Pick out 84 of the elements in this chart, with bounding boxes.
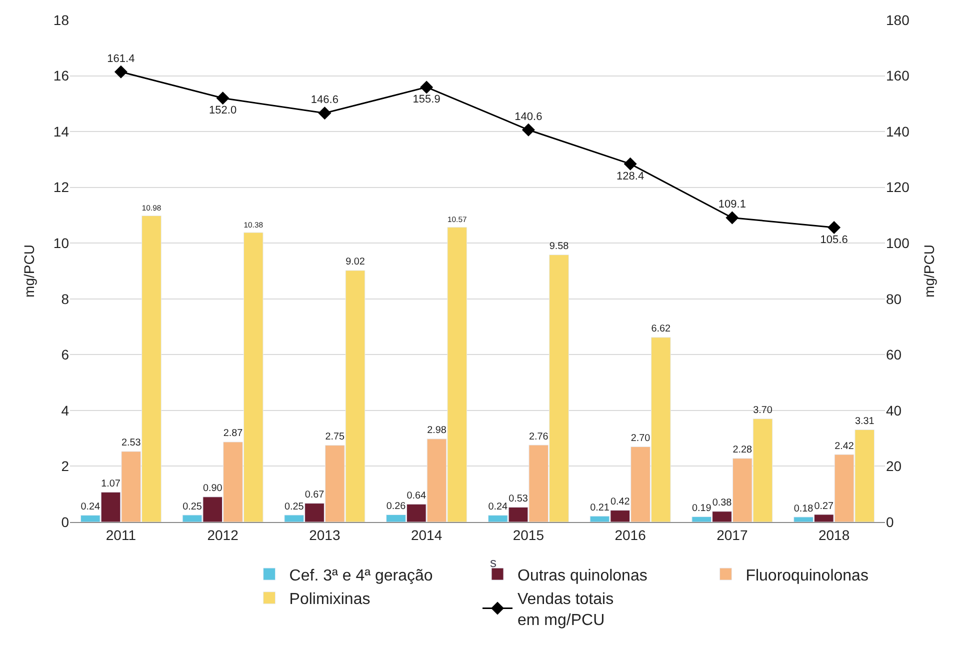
point xyxy=(114,65,128,78)
y-tick-label: 14 xyxy=(53,123,70,140)
data-label: 10.57 xyxy=(447,215,467,224)
data-label: 155.9 xyxy=(412,94,440,106)
data-label: 0.25 xyxy=(284,501,304,512)
data-label: 2.75 xyxy=(325,432,346,443)
text: s xyxy=(490,555,497,570)
y2-tick-label: 180 xyxy=(886,12,910,28)
data-label: 2.76 xyxy=(528,431,549,442)
data-label: 0.90 xyxy=(202,483,223,494)
point xyxy=(216,92,230,105)
data-label: 1.07 xyxy=(101,478,121,490)
y2-tick-label: 40 xyxy=(886,402,902,418)
data-label: 0.42 xyxy=(610,496,630,508)
data-label: 2.70 xyxy=(630,432,651,444)
y2-tick-label: 0 xyxy=(886,514,894,530)
legend-label: Polimixinas xyxy=(289,591,370,608)
data-label: 161.4 xyxy=(107,52,135,65)
data-label: 0.24 xyxy=(488,502,508,513)
y-tick-label: 2 xyxy=(61,458,70,474)
y-tick-label: 0 xyxy=(61,514,70,530)
x-tick-label: 2012 xyxy=(207,526,239,543)
data-label: 0.53 xyxy=(508,494,528,505)
y-tick-label: 16 xyxy=(53,68,70,84)
data-label: 128.4 xyxy=(616,170,644,182)
data-label: 2.42 xyxy=(834,440,854,452)
y-tick-label: 8 xyxy=(61,290,70,307)
y2-tick-label: 140 xyxy=(886,123,910,140)
data-label: 10.38 xyxy=(244,220,264,230)
point xyxy=(420,80,434,94)
data-label: 10.98 xyxy=(142,204,162,213)
x-tick-label: 2016 xyxy=(614,526,646,543)
data-label: 0.18 xyxy=(794,503,814,514)
data-label: 0.26 xyxy=(386,501,406,512)
y2-axis-title: mg/PCU xyxy=(920,244,937,298)
point xyxy=(828,220,841,234)
y-tick-label: 18 xyxy=(53,12,70,28)
legend-label: Outras quinolonas xyxy=(518,567,648,584)
data-label: 9.02 xyxy=(346,256,366,268)
x-tick-label: 2018 xyxy=(818,526,850,543)
y2-tick-label: 20 xyxy=(886,458,902,474)
data-label: 152.0 xyxy=(209,104,237,117)
data-label: 109.1 xyxy=(718,198,746,211)
point xyxy=(624,157,637,170)
data-label: 6.62 xyxy=(651,324,672,335)
x-tick-label: 2013 xyxy=(309,526,340,543)
data-label: 3.70 xyxy=(753,405,773,416)
legend-label: Cef. 3ª e 4ª geração xyxy=(289,567,433,584)
x-tick-label: 2017 xyxy=(716,526,748,543)
y2-tick-label: 120 xyxy=(886,179,910,196)
point xyxy=(318,106,332,120)
legend-label: Vendas totais em mg/PCU xyxy=(518,591,614,629)
data-label: 2.87 xyxy=(223,428,244,440)
data-label: 146.6 xyxy=(310,94,338,106)
data-label: 2.53 xyxy=(121,438,142,449)
y-tick-label: 10 xyxy=(53,235,70,252)
x-tick-label: 2014 xyxy=(410,526,442,543)
y-tick-label: 12 xyxy=(53,179,70,196)
y-tick-label: 6 xyxy=(61,346,70,363)
y-axis-title: mg/PCU xyxy=(21,244,38,298)
data-label: 3.31 xyxy=(854,416,875,427)
data-label: 2.28 xyxy=(732,444,753,456)
data-label: 105.6 xyxy=(820,234,848,246)
data-label: 0.25 xyxy=(182,501,202,512)
x-tick-label: 2015 xyxy=(512,526,544,543)
y2-tick-label: 80 xyxy=(886,290,902,307)
data-label: 2.98 xyxy=(427,425,447,436)
point xyxy=(726,211,739,224)
data-label: 0.21 xyxy=(590,502,610,514)
data-label: 0.64 xyxy=(406,490,427,502)
data-label: 0.38 xyxy=(712,498,732,509)
data-label: 0.27 xyxy=(814,500,834,512)
data-label: 0.24 xyxy=(80,502,101,513)
data-label: 9.58 xyxy=(549,241,570,252)
y-tick-label: 4 xyxy=(61,402,70,418)
point xyxy=(522,123,535,136)
data-label: 0.19 xyxy=(692,502,712,514)
legend-label: Fluoroquinolonas xyxy=(746,567,868,584)
data-label: 0.67 xyxy=(304,490,325,501)
y2-tick-label: 160 xyxy=(886,68,910,84)
y2-tick-label: 100 xyxy=(886,235,910,252)
data-label: 140.6 xyxy=(514,110,542,123)
y2-tick-label: 60 xyxy=(886,346,902,363)
x-tick-label: 2011 xyxy=(106,526,136,543)
